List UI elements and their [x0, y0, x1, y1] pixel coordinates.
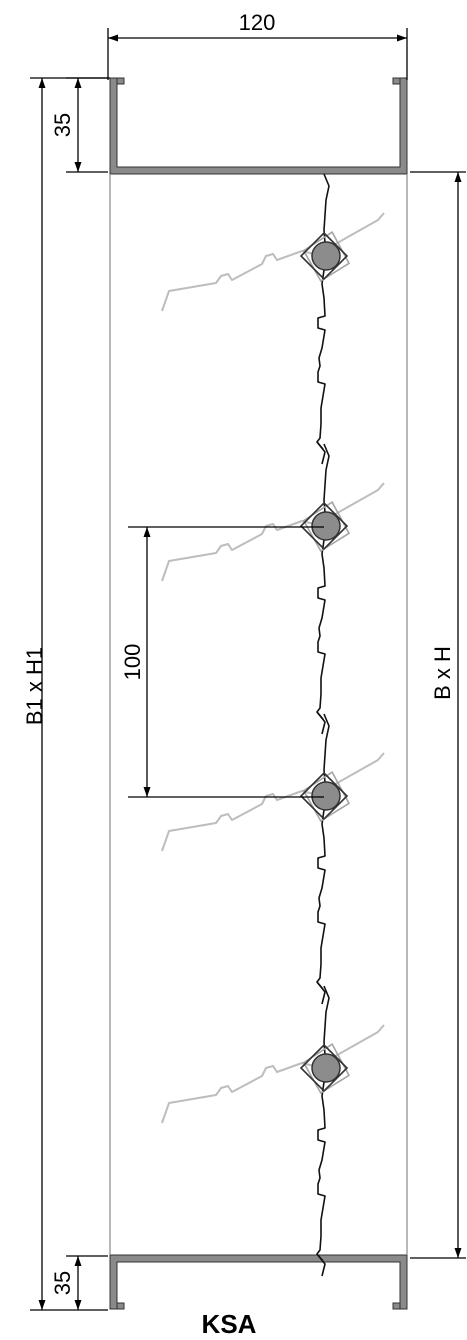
- blade-2: [161, 443, 385, 735]
- dimension-inner: B x H: [410, 171, 466, 1259]
- blades: [161, 173, 385, 1277]
- flange-top-label: 35: [50, 113, 75, 137]
- dimension-flange-bottom: 35: [30, 1255, 108, 1311]
- blade-1: [161, 173, 385, 465]
- dimension-flange-top: 35: [50, 77, 108, 173]
- top-channel: [109, 77, 408, 175]
- blade-3: [161, 713, 385, 1005]
- pitch-label: 100: [120, 644, 145, 681]
- dimension-width: 120: [107, 10, 408, 80]
- dimension-pitch: 100: [120, 526, 324, 798]
- width-label: 120: [239, 10, 276, 35]
- bottom-channel: [109, 1254, 408, 1310]
- flange-bottom-label: 35: [50, 1271, 75, 1295]
- outer-size-label: B1 x H1: [22, 647, 47, 725]
- dimension-outer: B1 x H1: [22, 77, 110, 1310]
- drawing-title: KSA: [202, 1309, 257, 1339]
- frame: [109, 77, 408, 1310]
- blade-4: [161, 985, 385, 1277]
- inner-size-label: B x H: [430, 646, 455, 700]
